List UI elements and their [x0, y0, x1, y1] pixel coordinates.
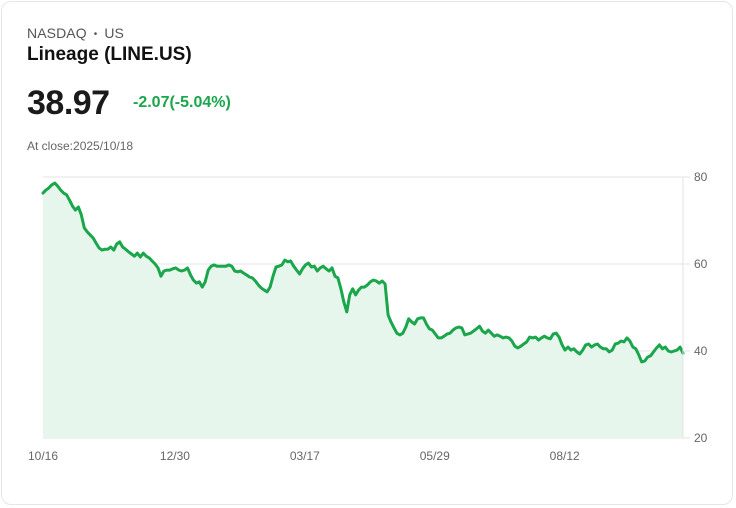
- stock-title: Lineage (LINE.US): [27, 44, 192, 65]
- price-area-fill: [43, 183, 683, 438]
- price-change: -2.07(-5.04%): [133, 94, 231, 111]
- price-line: [41, 181, 685, 364]
- x-tick-label: 05/29: [420, 449, 450, 463]
- y-tick-label: 40: [694, 344, 708, 358]
- exchange-label: NASDAQ: [27, 25, 87, 41]
- x-tick-label: 10/16: [28, 449, 58, 463]
- market-label: US: [104, 25, 124, 41]
- close-timestamp: At close:2025/10/18: [27, 139, 134, 153]
- separator-dot: •: [93, 29, 98, 40]
- y-axis-ticks: 80 60 40 20: [694, 170, 708, 445]
- stock-price: 38.97: [27, 84, 110, 122]
- y-tick-label: 20: [694, 431, 708, 445]
- y-tick-label: 80: [694, 170, 708, 184]
- x-axis-ticks: 10/16 12/30 03/17 05/29 08/12: [28, 449, 580, 463]
- x-tick-label: 12/30: [160, 449, 190, 463]
- x-tick-label: 08/12: [550, 449, 580, 463]
- x-tick-label: 03/17: [290, 449, 320, 463]
- exchange-info: NASDAQ • US: [27, 25, 124, 41]
- y-tick-label: 60: [694, 257, 708, 271]
